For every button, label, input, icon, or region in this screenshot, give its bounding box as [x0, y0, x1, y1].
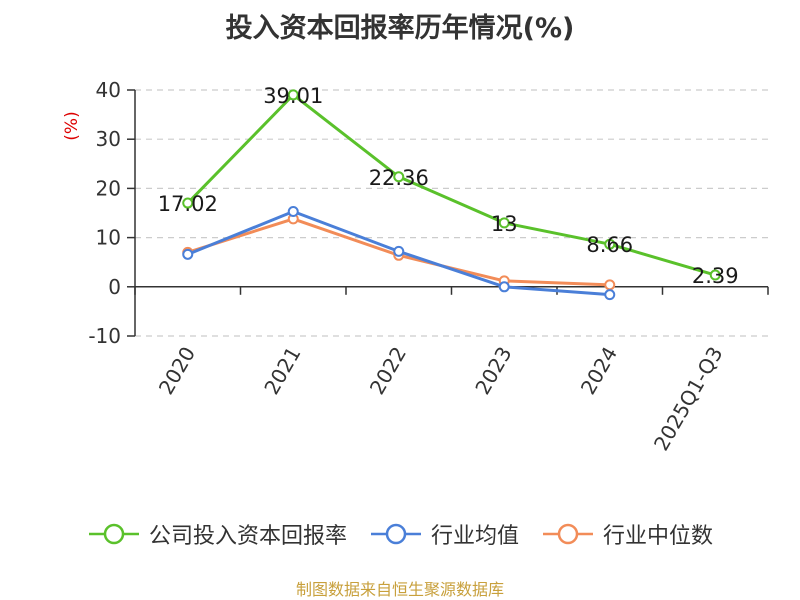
y-tick-label: 10 — [96, 226, 121, 250]
legend-item-industry-median[interactable]: 行业中位数 — [541, 518, 713, 550]
data-label: 2.39 — [692, 264, 739, 288]
series-line-company — [186, 93, 716, 277]
data-label: 39.01 — [263, 84, 323, 108]
data-point-company[interactable] — [287, 89, 299, 101]
data-point-company[interactable] — [604, 238, 616, 250]
data-label: 13 — [491, 212, 518, 236]
legend-label-industry-median: 行业中位数 — [603, 524, 714, 549]
y-tick-label: 20 — [96, 176, 121, 200]
legend-marker-industry-avg — [370, 523, 421, 545]
data-point-industry_avg[interactable] — [182, 248, 194, 260]
data-point-industry_avg[interactable] — [393, 245, 405, 257]
data-label: 22.36 — [369, 166, 429, 190]
data-label: 8.66 — [586, 233, 633, 257]
data-point-company[interactable] — [182, 197, 194, 209]
data-point-company[interactable] — [498, 217, 510, 229]
y-tick-label: -10 — [88, 324, 121, 348]
source-note: 制图数据来自恒生聚源数据库 — [295, 580, 504, 599]
legend-item-industry-avg[interactable]: 行业均值 — [369, 518, 519, 550]
x-tick-label: 2025Q1-Q3 — [649, 343, 728, 455]
legend-label-industry-avg: 行业均值 — [430, 524, 519, 549]
legend: 公司投入资本回报率 行业均值 行业中位数 — [0, 518, 800, 550]
x-tick-label: 2023 — [470, 343, 516, 399]
line-chart: (%) 40 30 20 10 0 -10 2020 2021 2022 2023 2024 2025… — [62, 78, 769, 455]
y-tick-label: 0 — [108, 275, 121, 299]
chart-title: 投入资本回报率历年情况(%) — [225, 13, 575, 44]
data-point-company[interactable] — [709, 269, 721, 281]
x-tick-label: 2020 — [154, 343, 200, 399]
data-point-industry_median[interactable] — [604, 279, 616, 291]
y-tick-label: 30 — [96, 127, 121, 151]
x-tick-label: 2024 — [576, 343, 622, 399]
data-label: 17.02 — [158, 192, 218, 216]
legend-marker-industry-median — [543, 523, 593, 545]
y-tick-label: 40 — [96, 78, 121, 102]
x-tick-label: 2022 — [365, 343, 411, 399]
x-tick-label: 2021 — [259, 343, 305, 399]
legend-marker-company — [88, 523, 139, 545]
data-point-industry_avg[interactable] — [287, 206, 299, 218]
data-point-company[interactable] — [393, 171, 405, 183]
legend-label-company: 公司投入资本回报率 — [148, 524, 347, 549]
y-axis-label: (%) — [62, 111, 82, 140]
data-point-industry_avg[interactable] — [604, 289, 616, 301]
legend-item-company[interactable]: 公司投入资本回报率 — [87, 518, 347, 550]
data-point-industry_avg[interactable] — [498, 281, 510, 293]
